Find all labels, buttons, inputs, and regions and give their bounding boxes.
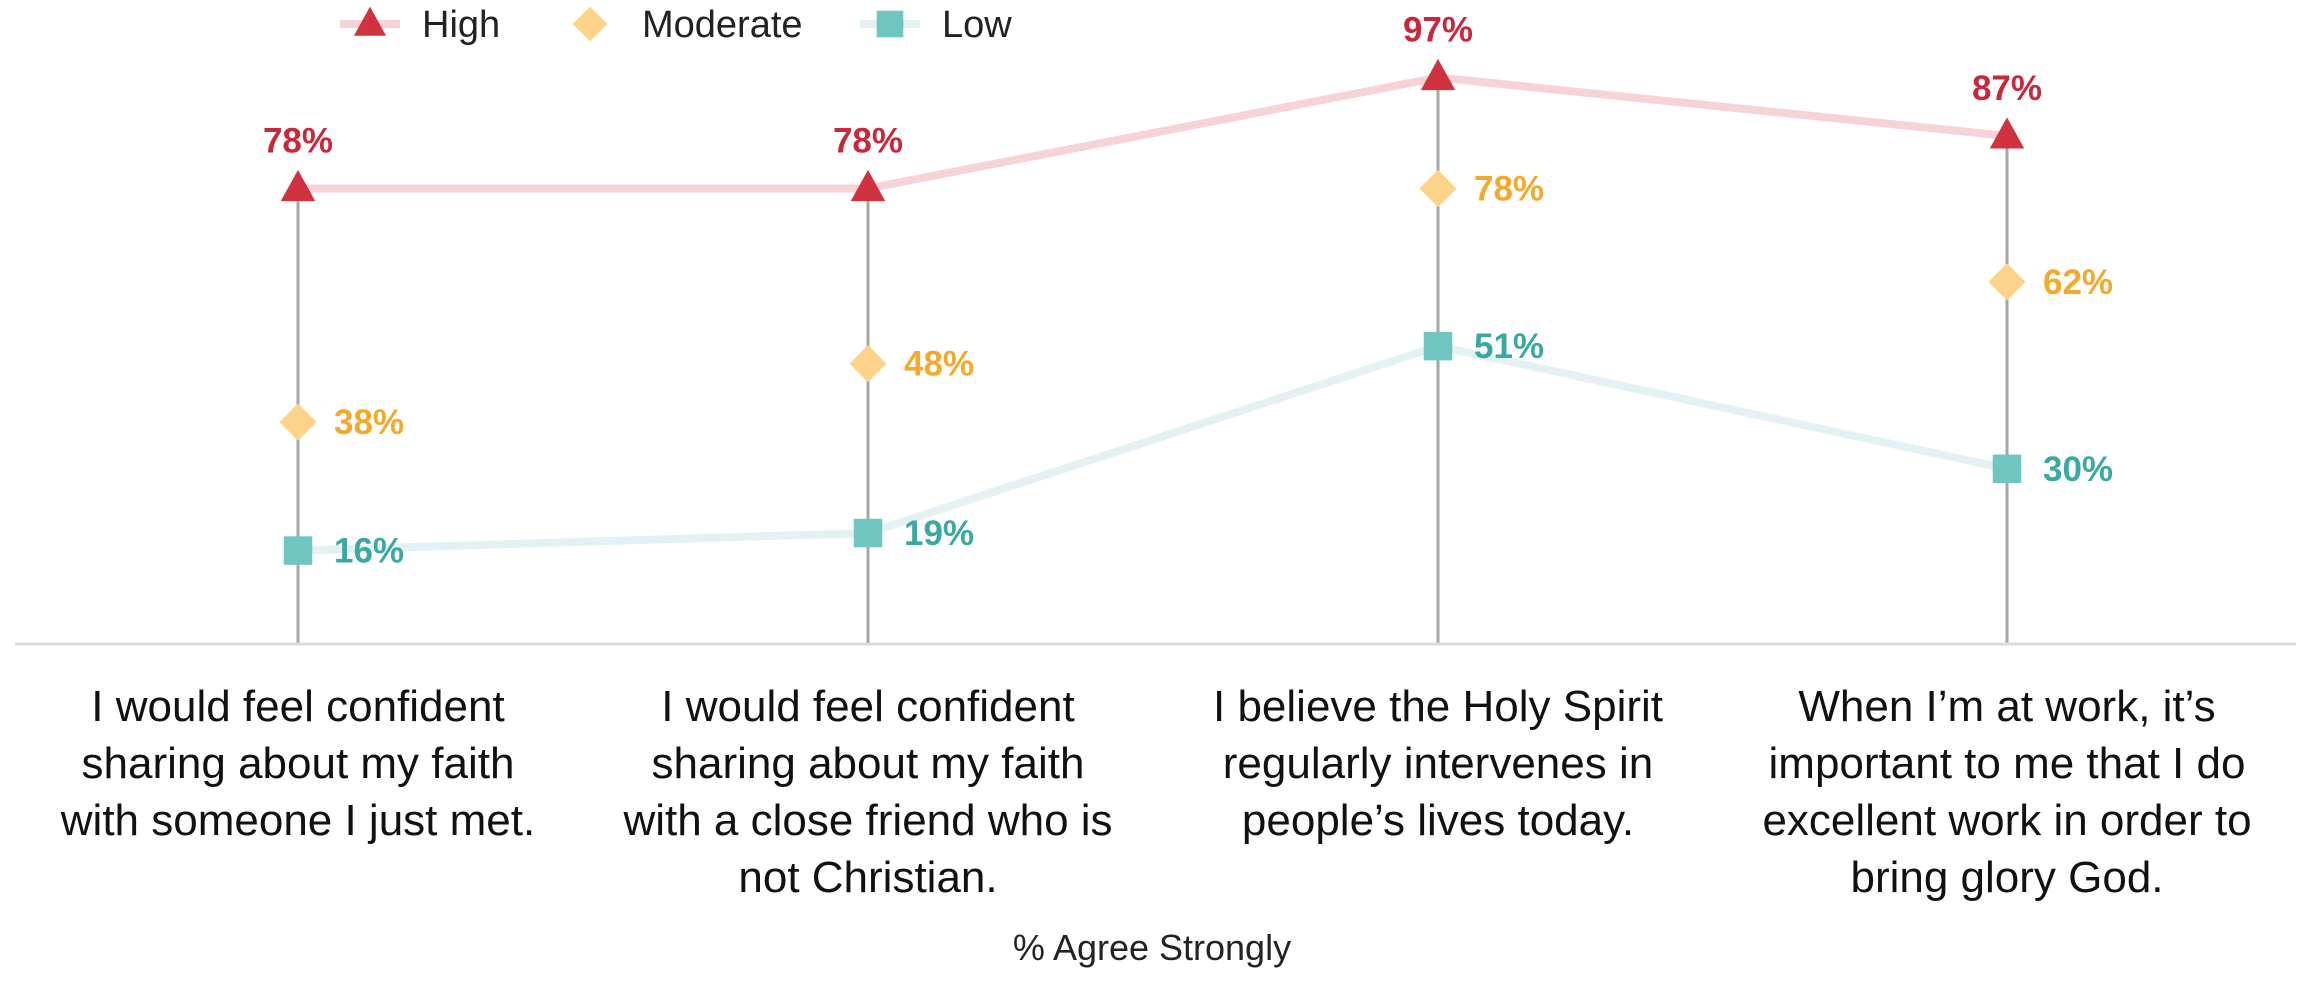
series-line-low	[297, 342, 2008, 555]
series-lines	[297, 73, 2008, 555]
legend-label: Low	[942, 4, 1012, 46]
legend-marker-moderate	[572, 6, 608, 42]
data-labels: 78% 78% 97% 87% 38% 48% 78% 62% 16% 19% 51% 30%	[263, 11, 2113, 571]
category-label: I believe the Holy Spirit regularly inter…	[1213, 682, 1663, 845]
series-line-high	[298, 73, 2008, 193]
category-labels: I would feel confident sharing about my f…	[60, 682, 2252, 902]
legend-label: Moderate	[642, 4, 803, 46]
category-label: When I’m at work, it’s important to me th…	[1762, 682, 2251, 902]
legend-item-moderate: Moderate	[572, 4, 803, 46]
legend-item-low: Low	[860, 4, 1012, 46]
legend-marker-low	[876, 10, 904, 38]
category-label: I would feel confident sharing about my f…	[60, 682, 535, 845]
data-point-low	[853, 518, 883, 548]
data-point-high	[280, 169, 316, 202]
data-label-high: 78%	[833, 121, 903, 160]
data-label-low: 51%	[1474, 327, 1544, 366]
data-point-moderate	[1988, 263, 2026, 301]
data-point-high	[850, 169, 886, 202]
legend: High Moderate Low	[340, 4, 1012, 46]
category-label: I would feel confident sharing about my f…	[622, 682, 1112, 902]
data-label-high: 87%	[1972, 69, 2042, 108]
data-label-moderate: 78%	[1474, 169, 1544, 208]
data-point-high	[1989, 117, 2025, 149]
data-point-low	[1423, 331, 1453, 361]
legend-item-high: High	[340, 4, 500, 46]
data-point-low	[283, 536, 313, 565]
data-label-low: 19%	[904, 514, 974, 553]
data-point-low	[1992, 454, 2022, 484]
legend-marker-high	[353, 6, 387, 36]
data-label-high: 97%	[1403, 11, 1473, 50]
data-label-low: 16%	[334, 532, 404, 571]
data-point-moderate	[849, 345, 887, 383]
data-label-high: 78%	[263, 121, 333, 160]
x-axis-label: % Agree Strongly	[1013, 927, 1291, 968]
data-label-moderate: 62%	[2043, 263, 2113, 302]
data-label-moderate: 48%	[904, 345, 974, 384]
data-label-moderate: 38%	[334, 403, 404, 442]
data-point-high	[1420, 58, 1456, 91]
drop-lines	[296, 77, 2009, 644]
legend-label: High	[422, 4, 500, 46]
data-point-moderate	[1419, 169, 1457, 208]
data-point-moderate	[279, 403, 317, 441]
data-markers	[279, 58, 2026, 565]
data-label-low: 30%	[2043, 450, 2113, 489]
